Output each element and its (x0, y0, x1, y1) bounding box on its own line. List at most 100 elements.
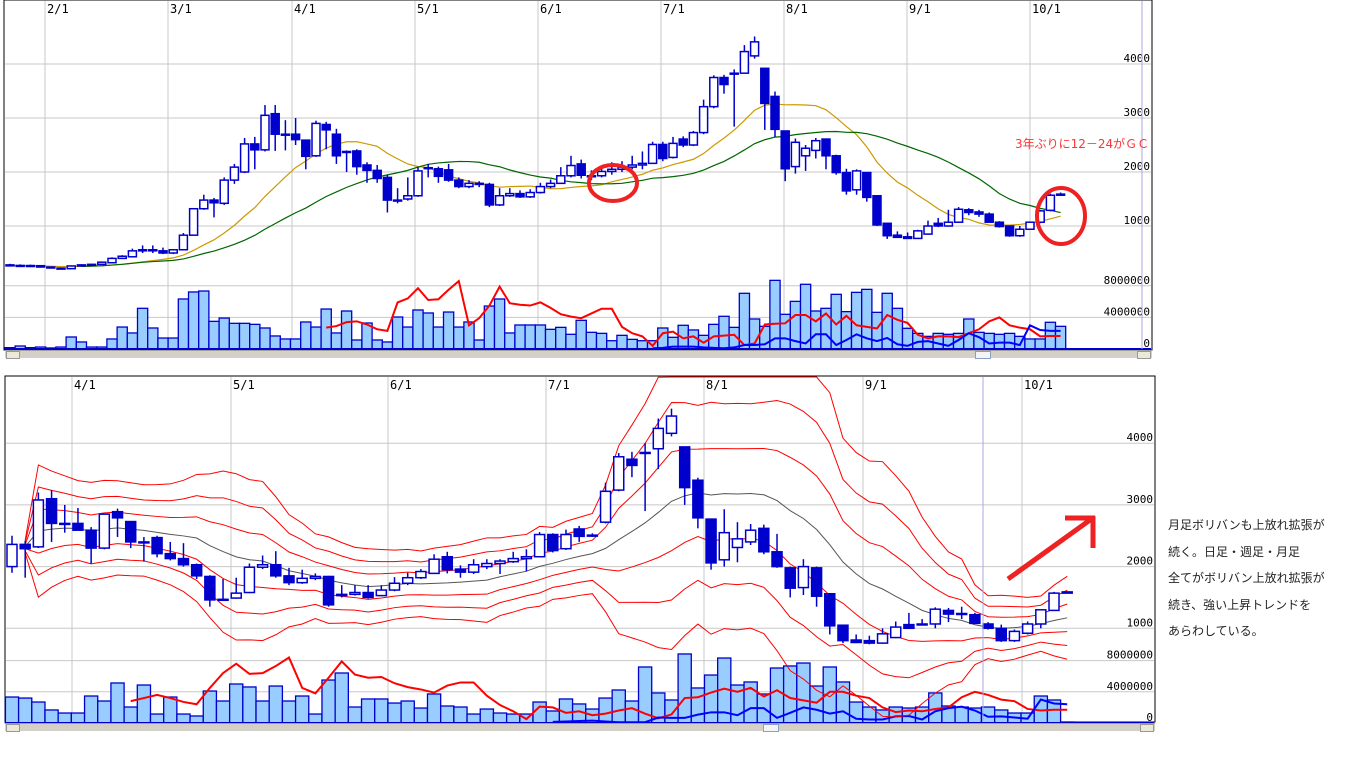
candle-body (831, 155, 841, 174)
candle-down (862, 171, 872, 202)
top-chart-panel[interactable]: 4000 3000 2000 1000 8000000 4000000 0 2/1 3/1 4/1… (3, 0, 1153, 351)
bottom-scroll-right-button[interactable] (1140, 724, 1154, 732)
candle-body (45, 497, 58, 525)
bottom-chart-panel[interactable]: 4000 3000 2000 1000 8000000 4000000 0 4/1 5/1 6/1… (4, 375, 1156, 724)
candle-body (556, 175, 566, 185)
candle-body (560, 533, 572, 550)
top-scroll-left-button[interactable] (6, 351, 20, 359)
candle-down (190, 563, 203, 579)
volume-bar (473, 339, 485, 350)
candle-body (321, 123, 331, 131)
candle-body (933, 222, 943, 227)
volume-bar (493, 298, 506, 350)
candle-up (481, 559, 493, 570)
candle-body (392, 199, 403, 202)
candle-body (66, 265, 76, 270)
top-moving-averages (9, 103, 1061, 268)
candle-body (533, 533, 546, 558)
golden-cross-note: 3年ぶりに12－24がＧＣ (1015, 137, 1150, 151)
bottom-scroll-thumb[interactable] (763, 724, 779, 732)
volume-bar (532, 701, 547, 724)
candle-down (352, 149, 362, 175)
candle-body (336, 593, 348, 597)
candle-up (6, 535, 18, 573)
candle-up (560, 529, 572, 550)
volume-bar (360, 698, 376, 724)
candle-down (433, 166, 444, 183)
top-scroll-right-button[interactable] (1137, 351, 1151, 359)
candle-body (545, 182, 556, 188)
candle-body (705, 518, 717, 564)
candle-up (639, 443, 651, 512)
candle-body (627, 164, 637, 168)
comment-line: 続く。日足・週足・月足 (1168, 544, 1301, 559)
volume-bar (514, 324, 526, 350)
candle-body (428, 558, 440, 575)
candle-body (709, 76, 719, 108)
volume-bar (479, 708, 495, 724)
candle-up (627, 155, 637, 170)
candle-up (229, 163, 240, 184)
candle-down (892, 231, 903, 239)
candle-body (955, 612, 968, 616)
volume-bar (238, 322, 251, 350)
bottom-axis-labels: 4000 3000 2000 1000 8000000 4000000 0 4/1 5/1 6/1… (74, 378, 1153, 724)
candle-body (678, 446, 691, 489)
volume-bar (176, 713, 191, 724)
bottom-chart-scrollbar[interactable] (5, 723, 1155, 732)
volume-bar (690, 687, 706, 724)
volume-bar (636, 340, 649, 350)
candle-down (515, 190, 525, 198)
bollinger-band-line (24, 448, 1068, 618)
candle-up (256, 555, 269, 570)
candle-body (127, 250, 138, 258)
candle-body (573, 528, 585, 538)
volume-bar (289, 338, 302, 350)
candle-down (780, 130, 790, 182)
candle-up (533, 532, 546, 558)
candle-body (441, 555, 454, 571)
volume-bar (534, 324, 547, 350)
candle-up (535, 182, 546, 194)
candle-body (658, 143, 668, 160)
candle-body (903, 623, 915, 630)
candle-body (964, 209, 974, 214)
candle-body (811, 139, 821, 152)
top-scroll-thumb[interactable] (975, 351, 991, 359)
volume-bar (611, 689, 626, 724)
candle-body (124, 520, 137, 543)
bollinger-band-line (24, 376, 1068, 598)
volume-bar (198, 290, 210, 350)
candle-body (1035, 609, 1047, 625)
volume-bar (136, 684, 152, 724)
bollinger-band-line (24, 550, 1068, 679)
candle-up (98, 513, 111, 550)
candle-body (59, 522, 71, 526)
candle-up (929, 607, 942, 629)
volume-bar (4, 696, 20, 724)
candle-up (494, 188, 505, 207)
top-volume-lines (326, 279, 1061, 350)
candle-body (474, 182, 484, 186)
candle-body (158, 250, 168, 254)
volume-bar (187, 291, 200, 350)
candle-down (850, 634, 862, 644)
top-chart-scrollbar[interactable] (5, 350, 1152, 359)
volume-bar (97, 700, 112, 724)
price-tick-label: 2000 (1127, 555, 1154, 568)
volume-bar (189, 715, 204, 724)
candle-down (270, 105, 280, 151)
candle-body (692, 479, 704, 519)
candle-body (243, 566, 256, 594)
candle-up (943, 209, 954, 227)
candle-up (336, 585, 348, 598)
candle-body (138, 541, 150, 544)
volume-bar (412, 309, 424, 350)
price-tick-label: 1000 (1124, 214, 1151, 227)
month-tick-label: 9/1 (909, 2, 931, 16)
volume-bar (387, 702, 402, 724)
bollinger-band-line (24, 552, 1068, 718)
candle-down (290, 118, 301, 145)
bottom-scroll-left-button[interactable] (6, 724, 20, 732)
candle-up (97, 261, 107, 266)
